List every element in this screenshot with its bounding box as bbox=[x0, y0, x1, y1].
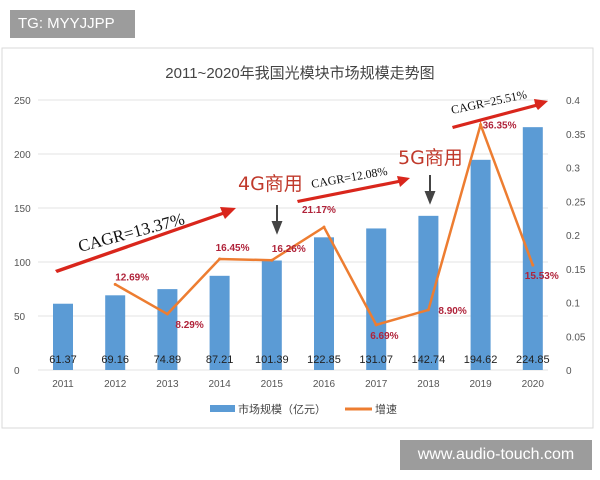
growth-data-label: 6.69% bbox=[370, 331, 398, 342]
bar bbox=[366, 228, 387, 370]
y-right-tick: 0.05 bbox=[566, 332, 586, 343]
bar bbox=[53, 303, 73, 370]
y-right-tick: 0.1 bbox=[566, 299, 580, 310]
y-right-tick: 0.25 bbox=[566, 197, 586, 208]
growth-data-label: 8.90% bbox=[438, 306, 466, 317]
y-left-tick: 250 bbox=[14, 96, 31, 107]
x-tick: 2012 bbox=[104, 379, 127, 390]
x-tick: 2016 bbox=[313, 379, 336, 390]
y-left-tick: 100 bbox=[14, 258, 31, 269]
bar-data-label: 74.89 bbox=[154, 354, 182, 366]
growth-point bbox=[322, 225, 326, 229]
bar bbox=[522, 127, 543, 370]
bar bbox=[105, 295, 126, 370]
growth-data-label: 36.35% bbox=[483, 121, 517, 132]
y-left-tick: 200 bbox=[14, 150, 31, 161]
annotation-4g: 4G商用 bbox=[238, 173, 303, 195]
bar-data-label: 87.21 bbox=[206, 354, 234, 366]
legend-line-label: 增速 bbox=[375, 402, 397, 416]
y-left-tick: 0 bbox=[14, 366, 20, 377]
y-right-tick: 0.15 bbox=[566, 265, 586, 276]
growth-data-label: 15.53% bbox=[525, 271, 559, 282]
x-tick: 2013 bbox=[156, 379, 179, 390]
growth-data-label: 8.29% bbox=[175, 320, 203, 331]
growth-point bbox=[165, 312, 169, 316]
bar bbox=[418, 215, 439, 370]
watermark-top: TG: MYYJJPP bbox=[10, 10, 135, 38]
arrow-down-4g bbox=[271, 205, 283, 235]
bar bbox=[261, 260, 282, 370]
bar bbox=[314, 237, 334, 370]
bar-data-label: 122.85 bbox=[307, 354, 341, 366]
bar-data-label: 101.39 bbox=[255, 354, 289, 366]
y-right-tick: 0.4 bbox=[566, 96, 580, 107]
growth-data-label: 21.17% bbox=[302, 205, 336, 216]
arrow-cagr-1 bbox=[55, 207, 236, 273]
y-left-tick: 150 bbox=[14, 204, 31, 215]
chart-title: 2011~2020年我国光模块市场规模走势图 bbox=[165, 65, 434, 82]
growth-point bbox=[218, 257, 222, 261]
growth-point bbox=[374, 323, 378, 327]
growth-point bbox=[479, 123, 483, 127]
watermark-bottom: www.audio-touch.com bbox=[400, 440, 592, 470]
x-tick: 2015 bbox=[261, 379, 284, 390]
bar-data-label: 142.74 bbox=[412, 354, 446, 366]
y-right-tick: 0.2 bbox=[566, 231, 580, 242]
bar bbox=[209, 275, 230, 370]
bar-data-label: 69.16 bbox=[101, 354, 129, 366]
legend: 市场规模（亿元） 增速 bbox=[210, 402, 397, 416]
legend-bar-label: 市场规模（亿元） bbox=[238, 402, 326, 416]
y-left-tick: 50 bbox=[14, 312, 26, 323]
annotation-5g: 5G商用 bbox=[398, 147, 463, 169]
growth-data-label: 16.45% bbox=[216, 243, 250, 254]
chart-frame bbox=[1, 47, 594, 429]
x-tick: 2019 bbox=[469, 379, 492, 390]
x-tick: 2020 bbox=[522, 379, 545, 390]
bar-data-label: 131.07 bbox=[359, 354, 393, 366]
growth-point bbox=[270, 258, 274, 262]
growth-point bbox=[113, 282, 117, 286]
y-right-tick: 0.35 bbox=[566, 130, 586, 141]
growth-data-label: 12.69% bbox=[115, 272, 149, 283]
bar-data-label: 224.85 bbox=[516, 354, 550, 366]
arrow-cagr-3 bbox=[452, 99, 548, 129]
x-tick: 2018 bbox=[417, 379, 440, 390]
bar bbox=[470, 159, 491, 370]
bar-data-label: 61.37 bbox=[49, 354, 77, 366]
growth-point bbox=[426, 308, 430, 312]
arrow-cagr-2 bbox=[297, 176, 410, 203]
x-tick: 2014 bbox=[208, 379, 231, 390]
x-tick: 2017 bbox=[365, 379, 388, 390]
legend-bar-swatch bbox=[210, 405, 235, 412]
arrow-down-5g bbox=[424, 175, 436, 205]
growth-data-label: 16.26% bbox=[272, 244, 306, 255]
x-tick: 2011 bbox=[52, 379, 74, 390]
y-right-tick: 0.3 bbox=[566, 164, 580, 175]
y-right-tick: 0 bbox=[566, 366, 572, 377]
bar-data-label: 194.62 bbox=[464, 354, 498, 366]
growth-point bbox=[531, 263, 535, 267]
